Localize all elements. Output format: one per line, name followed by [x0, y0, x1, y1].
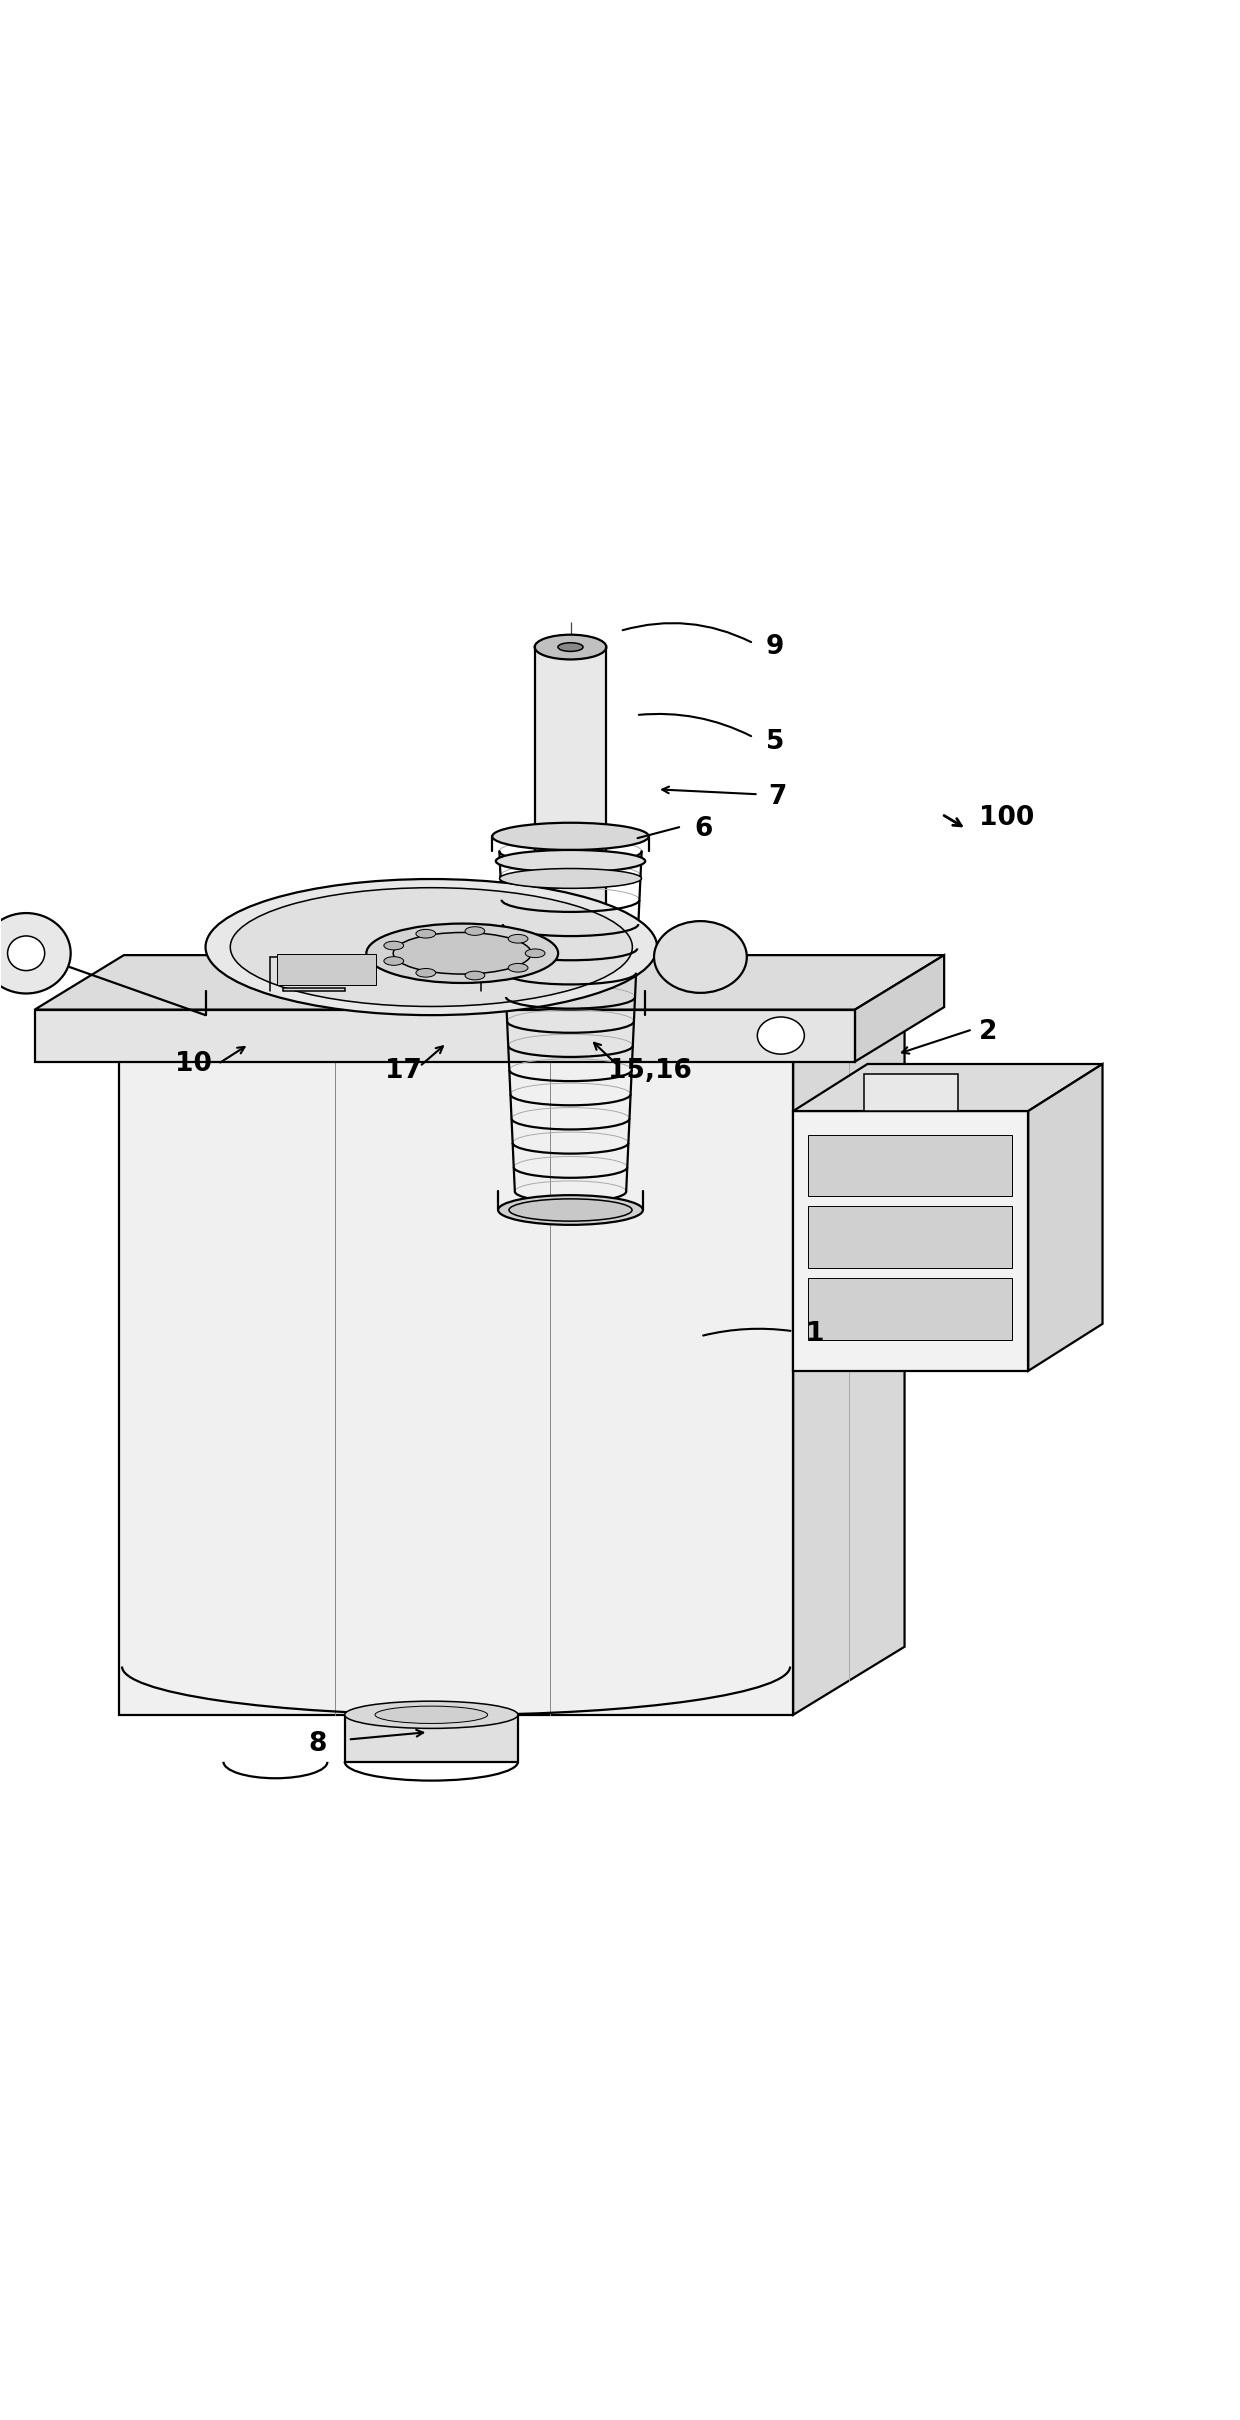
Polygon shape	[794, 980, 904, 1716]
Text: 17: 17	[384, 1058, 422, 1084]
Ellipse shape	[415, 968, 435, 978]
Text: 9: 9	[766, 634, 785, 661]
Polygon shape	[35, 1009, 856, 1062]
Polygon shape	[277, 953, 376, 985]
Ellipse shape	[7, 937, 45, 970]
Polygon shape	[283, 987, 345, 992]
Polygon shape	[119, 1050, 794, 1716]
Ellipse shape	[374, 1706, 487, 1723]
Text: 100: 100	[978, 806, 1034, 830]
Ellipse shape	[492, 823, 649, 849]
Ellipse shape	[465, 927, 485, 937]
Ellipse shape	[415, 929, 435, 939]
Ellipse shape	[345, 1701, 518, 1728]
Ellipse shape	[508, 963, 528, 973]
Ellipse shape	[206, 878, 657, 1014]
Polygon shape	[808, 1205, 1012, 1268]
Text: 5: 5	[766, 728, 785, 755]
Ellipse shape	[526, 949, 546, 958]
Ellipse shape	[508, 1198, 632, 1222]
Text: 2: 2	[978, 1019, 997, 1045]
Ellipse shape	[500, 869, 641, 888]
Ellipse shape	[393, 932, 531, 975]
Text: 7: 7	[769, 784, 787, 811]
Polygon shape	[808, 1278, 1012, 1341]
Text: 10: 10	[175, 1050, 212, 1077]
Ellipse shape	[653, 922, 746, 992]
Ellipse shape	[498, 1195, 642, 1225]
Ellipse shape	[366, 924, 558, 983]
Ellipse shape	[0, 912, 71, 995]
Text: 6: 6	[694, 816, 713, 842]
Polygon shape	[856, 956, 944, 1062]
Polygon shape	[35, 956, 944, 1009]
Ellipse shape	[384, 956, 404, 966]
Polygon shape	[119, 980, 904, 1050]
Ellipse shape	[496, 849, 645, 871]
Text: 8: 8	[309, 1730, 326, 1757]
Text: 1: 1	[806, 1321, 825, 1346]
Text: 15,16: 15,16	[608, 1058, 692, 1084]
Polygon shape	[864, 1074, 957, 1111]
Ellipse shape	[534, 634, 606, 658]
Polygon shape	[345, 1716, 518, 1762]
Ellipse shape	[465, 970, 485, 980]
Ellipse shape	[384, 941, 404, 951]
Ellipse shape	[558, 644, 583, 651]
Polygon shape	[1028, 1065, 1102, 1370]
Polygon shape	[534, 646, 606, 987]
Polygon shape	[794, 1065, 1102, 1111]
Ellipse shape	[508, 934, 528, 944]
Polygon shape	[794, 1111, 1028, 1370]
Polygon shape	[808, 1135, 1012, 1195]
Ellipse shape	[758, 1016, 805, 1055]
Ellipse shape	[534, 975, 606, 999]
Ellipse shape	[231, 888, 632, 1007]
